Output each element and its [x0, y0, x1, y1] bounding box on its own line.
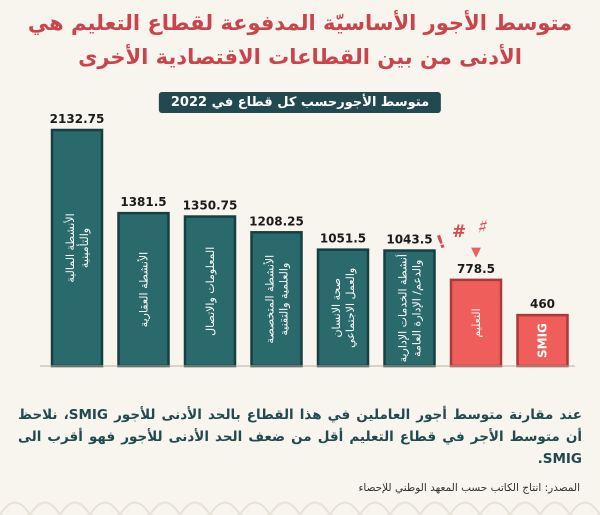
category-label-8: SMIG	[536, 323, 550, 358]
value-label-8: 460	[530, 297, 555, 311]
value-label-3: 1350.75	[183, 199, 238, 213]
svg-text:والدعم/ الإدارة العامة: والدعم/ الإدارة العامة	[410, 260, 423, 357]
svg-text:المعلومات والاتصال: المعلومات والاتصال	[204, 247, 217, 336]
category-label-5: صحة الانسان والعمل الاجتماعي	[330, 268, 357, 348]
svg-text:والعمل الاجتماعي: والعمل الاجتماعي	[344, 268, 357, 348]
highlight-arrow-icon: ▼	[471, 245, 481, 260]
bar-chart: 2132.75 الأنشطة المالية والتأمينية 1381.5 ال…	[0, 0, 600, 400]
svg-text:الأنشطة المالية: الأنشطة المالية	[63, 213, 77, 282]
decorative-pattern	[0, 485, 600, 515]
svg-text:SMIG: SMIG	[536, 323, 550, 358]
value-label-7: 778.5	[457, 262, 495, 276]
category-label-4: الأنشطة المتخصصة والعلمية والتقنية	[262, 255, 290, 344]
value-label-4: 1208.25	[249, 214, 304, 228]
category-label-7: التعليم	[470, 308, 483, 337]
category-label-6: أنشطة الخدمات الإدارية والدعم/ الإدارة ال…	[395, 254, 423, 362]
value-label-2: 1381.5	[120, 195, 166, 209]
value-label-5: 1051.5	[320, 232, 366, 246]
category-label-2: الأنشطة العقارية	[136, 252, 150, 328]
svg-text:صحة الانسان: صحة الانسان	[330, 278, 343, 337]
analysis-note: عند مقارنة متوسط أجور العاملين في هذا ال…	[18, 404, 582, 470]
hash-icon: #	[452, 222, 466, 242]
svg-text:التعليم: التعليم	[470, 308, 483, 337]
value-label-1: 2132.75	[50, 112, 105, 126]
svg-text:والتأمينية: والتأمينية	[76, 228, 91, 268]
category-label-3: المعلومات والاتصال	[204, 247, 217, 336]
svg-text:والعلمية والتقنية: والعلمية والتقنية	[277, 263, 290, 336]
svg-text:الأنشطة المتخصصة: الأنشطة المتخصصة	[262, 255, 276, 344]
value-label-6: 1043.5	[386, 233, 432, 247]
svg-text:الأنشطة العقارية: الأنشطة العقارية	[136, 252, 150, 328]
svg-text:أنشطة الخدمات الإدارية: أنشطة الخدمات الإدارية	[395, 254, 409, 362]
